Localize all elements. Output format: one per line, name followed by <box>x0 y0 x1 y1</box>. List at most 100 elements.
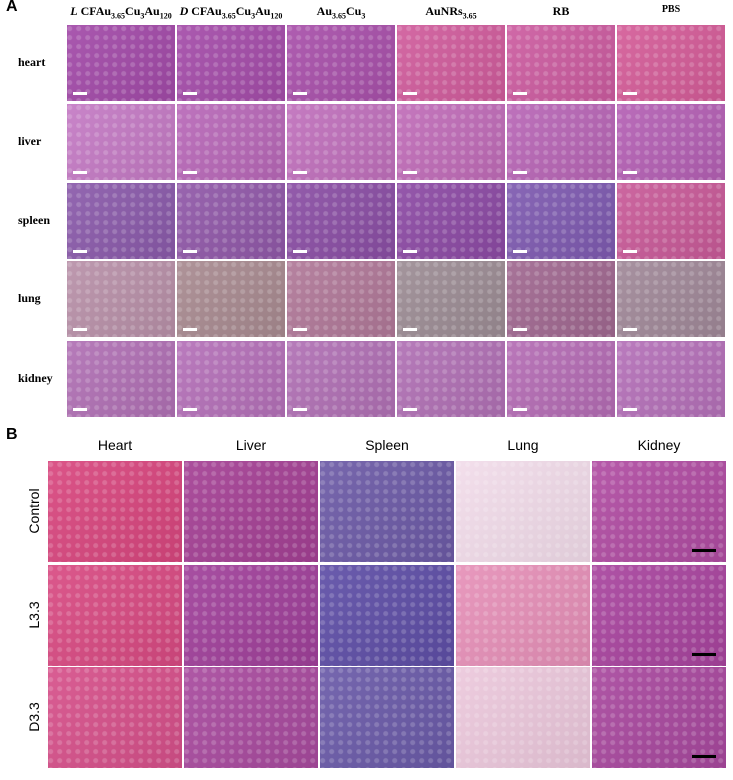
micrograph <box>287 183 395 259</box>
row-label: spleen <box>18 213 51 227</box>
micrograph <box>287 104 395 180</box>
micrograph <box>320 565 454 666</box>
column-header: PBS <box>616 4 726 15</box>
scale-bar <box>623 171 637 174</box>
scale-bar <box>183 250 197 253</box>
scale-bar <box>403 92 417 95</box>
column-header: Heart <box>97 437 133 453</box>
column-header: L CFAu3.65Cu3Au120 <box>66 4 176 20</box>
header-part: 3 <box>140 11 145 21</box>
header-part: 3.65 <box>111 11 126 21</box>
scale-bar <box>73 92 87 95</box>
micrograph <box>67 261 175 337</box>
row-label: D3.3 <box>26 701 42 732</box>
micrograph <box>507 261 615 337</box>
scale-bar <box>293 92 307 95</box>
micrograph <box>177 104 285 180</box>
scale-bar <box>623 250 637 253</box>
header-part: 3 <box>251 11 256 21</box>
panel-label: B <box>6 426 18 443</box>
micrograph <box>67 25 175 101</box>
panel-label: A <box>6 0 18 15</box>
micrograph <box>287 25 395 101</box>
scale-bar <box>623 92 637 95</box>
scale-bar <box>293 250 307 253</box>
scale-bar <box>293 171 307 174</box>
header-part: Au <box>316 4 332 18</box>
micrograph <box>320 461 454 562</box>
micrograph <box>592 667 726 768</box>
header-part: 3 <box>361 11 366 21</box>
micrograph <box>67 104 175 180</box>
scale-bar <box>692 755 716 758</box>
micrograph <box>287 261 395 337</box>
scale-bar <box>623 328 637 331</box>
column-header: Liver <box>235 437 267 453</box>
micrograph <box>507 183 615 259</box>
row-label: heart <box>18 55 46 69</box>
column-header: Kidney <box>637 437 681 453</box>
micrograph <box>507 25 615 101</box>
micrograph <box>48 667 182 768</box>
header-part: 3.65 <box>332 11 346 21</box>
scale-bar <box>403 250 417 253</box>
header-part: 3.65 <box>221 11 236 21</box>
scale-bar <box>513 328 527 331</box>
scale-bar <box>73 250 87 253</box>
scale-bar <box>403 328 417 331</box>
micrograph <box>184 667 318 768</box>
micrograph <box>617 261 725 337</box>
micrograph <box>177 183 285 259</box>
header-part: CFAu <box>188 4 222 18</box>
micrograph <box>592 461 726 562</box>
header-part: 3.65 <box>462 11 477 21</box>
scale-bar <box>513 250 527 253</box>
micrograph <box>287 341 395 417</box>
micrograph <box>617 183 725 259</box>
micrograph <box>617 25 725 101</box>
row-label: Control <box>26 487 42 534</box>
micrograph <box>177 261 285 337</box>
micrograph <box>397 261 505 337</box>
header-part: 120 <box>270 11 283 21</box>
micrograph <box>177 341 285 417</box>
scale-bar <box>513 171 527 174</box>
micrograph <box>397 341 505 417</box>
header-part: Cu <box>346 4 362 18</box>
header-part: L <box>70 4 78 18</box>
header-part: Au <box>144 4 160 18</box>
micrograph <box>48 461 182 562</box>
scale-bar <box>513 92 527 95</box>
micrograph <box>397 104 505 180</box>
column-header: Au3.65Cu3 <box>286 4 396 20</box>
micrograph <box>397 183 505 259</box>
scale-bar <box>293 328 307 331</box>
header-part: 120 <box>159 11 172 21</box>
scale-bar <box>73 171 87 174</box>
header-part: CFAu <box>77 4 112 18</box>
micrograph <box>184 461 318 562</box>
micrograph <box>592 565 726 666</box>
row-label: lung <box>18 291 41 305</box>
micrograph <box>320 667 454 768</box>
scale-bar <box>183 92 197 95</box>
header-part: D <box>179 4 189 18</box>
column-header: Spleen <box>365 437 409 453</box>
column-header: RB <box>506 4 616 19</box>
header-part: AuNRs <box>425 4 463 18</box>
row-label: kidney <box>18 371 53 385</box>
micrograph <box>507 341 615 417</box>
header-part: Cu <box>235 4 252 18</box>
column-header: AuNRs3.65 <box>396 4 506 20</box>
micrograph <box>397 25 505 101</box>
micrograph <box>184 565 318 666</box>
micrograph <box>67 183 175 259</box>
micrograph <box>177 25 285 101</box>
scale-bar <box>183 408 197 411</box>
micrograph <box>617 341 725 417</box>
column-header: Lung <box>507 437 539 453</box>
micrograph <box>67 341 175 417</box>
header-part: RB <box>552 4 570 18</box>
header-part: Cu <box>125 4 141 18</box>
